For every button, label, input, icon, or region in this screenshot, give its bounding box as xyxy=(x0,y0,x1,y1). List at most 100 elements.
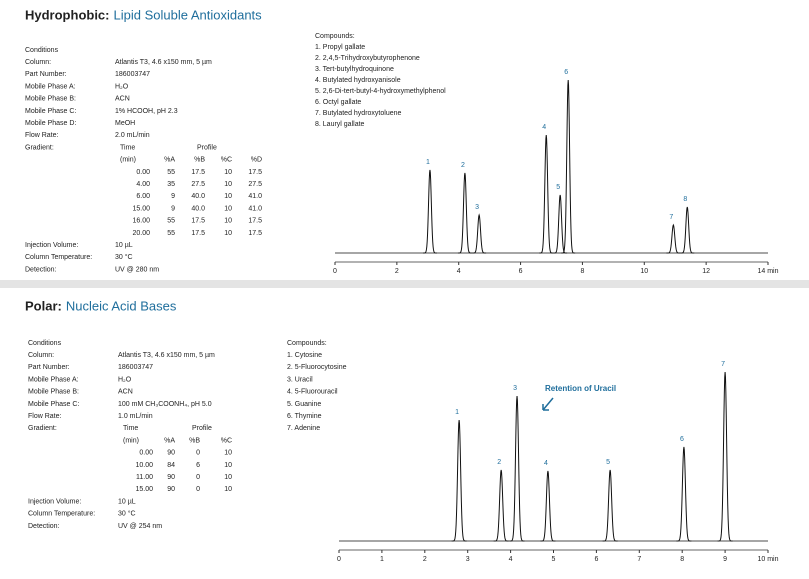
compound: 5. 2,6-Di-tert-butyl-4-hydroxymethylphen… xyxy=(315,88,446,95)
gradient-cell: 90 xyxy=(167,486,175,493)
peak xyxy=(553,194,568,254)
peak-label: 2 xyxy=(497,459,501,466)
heading: Lipid Soluble Antioxidants xyxy=(114,7,263,22)
condition-value: MeOH xyxy=(115,120,135,127)
peak-label: 4 xyxy=(542,124,546,131)
peak xyxy=(539,134,554,254)
compound: 6. Octyl gallate xyxy=(315,99,361,106)
gradient-cell: 17.5 xyxy=(191,218,205,225)
condition-label: Column: xyxy=(28,352,54,359)
gradient-cell: 10 xyxy=(224,474,232,481)
gradient-cell: 55 xyxy=(167,169,175,176)
condition-value: 1% HCOOH, pH 2.3 xyxy=(115,108,178,115)
gradient-cell: 10 xyxy=(224,181,232,188)
condition-label: Injection Volume: xyxy=(28,498,81,505)
gradient-cell: 6 xyxy=(196,462,200,469)
peak xyxy=(561,79,576,254)
gradient-cell: 0 xyxy=(196,486,200,493)
x-tick-label: 1 xyxy=(380,556,384,563)
x-tick-label: 5 xyxy=(552,556,556,563)
peak xyxy=(666,223,681,254)
gradient-header: %A xyxy=(164,437,175,444)
condition-value: 10 µL xyxy=(115,242,133,249)
peak-label: 4 xyxy=(544,460,548,467)
condition-label: Detection: xyxy=(28,523,60,530)
x-tick-label: 6 xyxy=(519,268,523,275)
peak xyxy=(717,371,733,542)
gradient-cell: 0 xyxy=(196,474,200,481)
x-tick-label: 2 xyxy=(423,556,427,563)
x-tick-label: 10 xyxy=(640,268,648,275)
heading-prefix: Polar: xyxy=(25,298,62,313)
gradient-profile: Profile xyxy=(197,144,217,151)
gradient-cell: 41.0 xyxy=(248,193,262,200)
peak-label: 8 xyxy=(683,196,687,203)
x-tick-label: 12 xyxy=(702,268,710,275)
condition-value: 30 °C xyxy=(115,253,133,261)
condition-label: Part Number: xyxy=(28,364,70,371)
compound: 2. 5-Fluorocytosine xyxy=(287,364,347,371)
peak-label: 2 xyxy=(461,162,465,169)
gradient-cell: 90 xyxy=(167,450,175,457)
x-tick-label: 4 xyxy=(457,268,461,275)
gradient-cell: 15.00 xyxy=(135,486,153,493)
condition-value: 1.0 mL/min xyxy=(118,413,153,420)
gradient-label: Gradient: xyxy=(28,425,57,432)
condition-value: H₂O xyxy=(115,83,129,90)
x-tick-label: 2 xyxy=(395,268,399,275)
gradient-profile: Profile xyxy=(192,425,212,432)
conditions-title: Conditions xyxy=(25,47,59,54)
gradient-header: (min) xyxy=(123,437,139,444)
gradient-cell: 0.00 xyxy=(139,450,153,457)
peak-label: 3 xyxy=(475,204,479,211)
peak-label: 5 xyxy=(606,459,610,466)
x-tick-label: 9 xyxy=(723,556,727,563)
x-tick-label: 10 min xyxy=(757,556,778,563)
annotation: Retention of Uracil xyxy=(545,384,616,393)
peak-label: 7 xyxy=(721,361,725,368)
peak xyxy=(472,213,487,254)
gradient-cell: 15.00 xyxy=(132,205,150,212)
compound: 3. Tert-butylhydroquinone xyxy=(315,66,394,73)
x-tick-label: 0 xyxy=(337,556,341,563)
condition-label: Part Number: xyxy=(25,71,67,78)
gradient-header: %B xyxy=(194,157,205,164)
gradient-cell: 55 xyxy=(167,230,175,237)
peak-label: 3 xyxy=(513,385,517,392)
condition-value: 186003747 xyxy=(118,364,153,371)
compound: 1. Cytosine xyxy=(287,352,322,359)
peak-label: 1 xyxy=(455,409,459,416)
condition-label: Mobile Phase C: xyxy=(28,401,79,408)
gradient-cell: 55 xyxy=(167,218,175,225)
compound: 5. Guanine xyxy=(287,401,321,408)
compound: 2. 2,4,5-Trihydroxybutyrophenone xyxy=(315,55,420,62)
gradient-cell: 9 xyxy=(171,193,175,200)
condition-value: UV @ 254 nm xyxy=(118,523,162,530)
gradient-cell: 4.00 xyxy=(136,181,150,188)
condition-label: Detection: xyxy=(25,266,57,273)
peak xyxy=(602,469,618,542)
gradient-cell: 10 xyxy=(224,169,232,176)
condition-label: Mobile Phase B: xyxy=(28,389,79,396)
compound: 8. Lauryl gallate xyxy=(315,121,365,128)
peak xyxy=(457,172,472,254)
gradient-cell: 10 xyxy=(224,450,232,457)
condition-label: Column: xyxy=(25,59,51,66)
gradient-header: (min) xyxy=(120,157,136,164)
condition-value: 100 mM CH₃COONH₄, pH 5.0 xyxy=(118,401,212,408)
peak xyxy=(509,395,525,542)
peak-label: 1 xyxy=(426,159,430,166)
condition-label: Injection Volume: xyxy=(25,242,78,249)
compound: 4. Butylated hydroxyanisole xyxy=(315,77,401,84)
divider xyxy=(0,280,809,288)
gradient-cell: 90 xyxy=(167,474,175,481)
gradient-header: %A xyxy=(164,157,175,164)
gradient-cell: 27.5 xyxy=(191,181,205,188)
conditions-title: Conditions xyxy=(28,340,62,347)
condition-value: Atlantis T3, 4.6 x150 mm, 5 µm xyxy=(115,59,212,66)
condition-label: Column Temperature: xyxy=(28,511,95,518)
condition-label: Flow Rate: xyxy=(28,413,62,420)
gradient-cell: 10 xyxy=(224,486,232,493)
peak-label: 6 xyxy=(680,436,684,443)
gradient-cell: 17.5 xyxy=(248,218,262,225)
